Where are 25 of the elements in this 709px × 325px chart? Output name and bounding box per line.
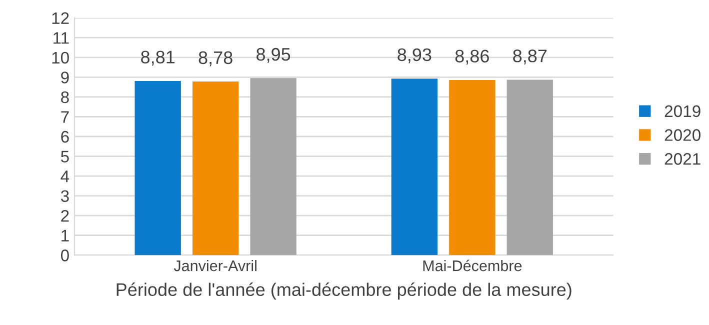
data-label: 8,93 — [398, 48, 432, 64]
x-tick-label: Janvier-Avril — [174, 260, 256, 272]
y-tick-label: 0 — [60, 250, 69, 262]
y-tick-label: 8 — [61, 91, 69, 104]
legend-label: 2019 — [664, 105, 700, 118]
y-tick-label: 3 — [60, 190, 69, 202]
x-axis-title: Période de l'année (mai-décembre période de la mesure) — [116, 282, 572, 300]
data-label: 8,81 — [141, 50, 175, 66]
data-label: 8,95 — [256, 48, 290, 63]
y-tick-label: 12 — [52, 12, 69, 24]
x-tick-label: Mai-Décembre — [423, 260, 522, 272]
y-tick-label: 2 — [61, 210, 69, 222]
y-tick-label: 4 — [60, 170, 70, 182]
legend-label: 2020 — [664, 129, 700, 141]
legend-label: 2021 — [664, 153, 700, 165]
y-tick-label: 6 — [61, 130, 69, 143]
data-label: 8,86 — [455, 50, 489, 65]
y-tick-label: 1 — [62, 230, 69, 242]
y-tick-label: 10 — [52, 52, 69, 64]
y-tick-label: 7 — [61, 111, 69, 123]
y-tick-label: 9 — [61, 72, 69, 84]
data-label: 8,78 — [198, 51, 232, 66]
y-tick-label: 5 — [60, 150, 69, 162]
data-label: 8,87 — [513, 50, 547, 64]
y-tick-label: 11 — [54, 32, 69, 44]
